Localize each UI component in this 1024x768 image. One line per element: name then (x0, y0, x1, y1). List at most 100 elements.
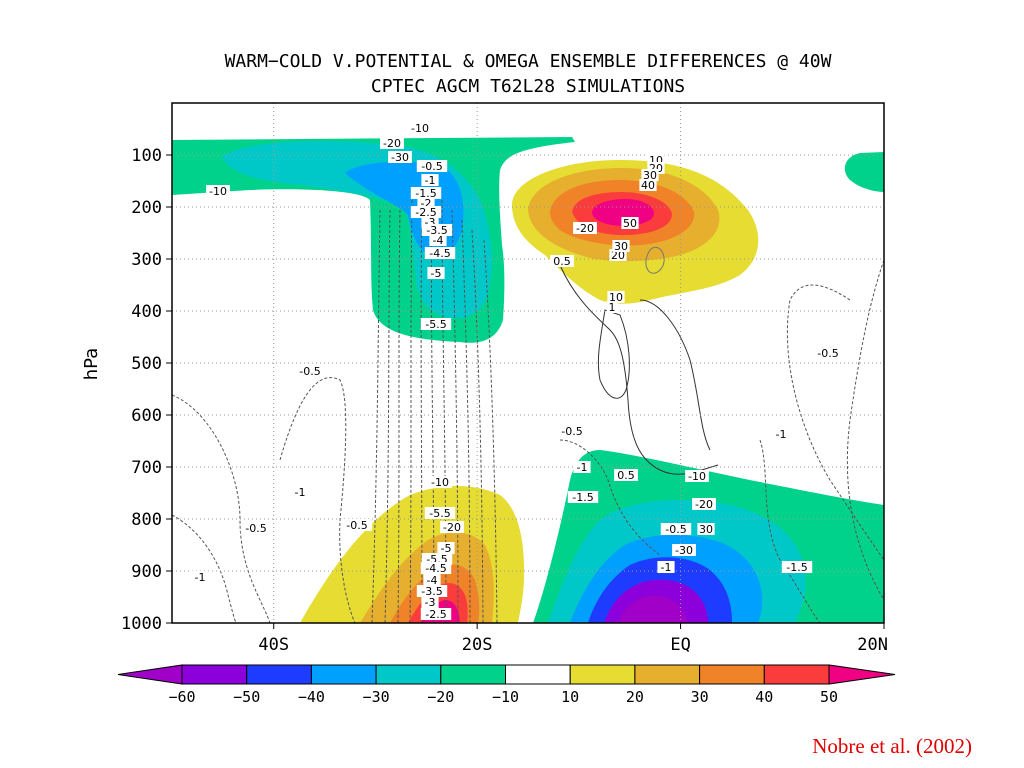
contour-label: 20 (611, 249, 625, 262)
contour-label-bg (424, 247, 456, 259)
colorbar-label: 10 (561, 688, 579, 706)
x-tick-label: 20S (462, 635, 493, 655)
contour-labels: -10-20-30-0.5-1-1.5-2-2.5-3-3.5-4-4.5-5-… (191, 122, 844, 621)
y-axis: 100 200 300 400 500 600 700 800 900 1000 (121, 146, 172, 634)
colorbar-segment (375, 664, 442, 685)
contour-label-bg (416, 585, 448, 597)
contour-label: -4 (427, 574, 438, 587)
x-tick-label: EQ (670, 635, 690, 655)
contour-label-bg (421, 174, 439, 186)
omega-contour (397, 209, 401, 623)
contour-label-bg (697, 523, 715, 535)
contour-label: -3 (425, 216, 436, 229)
y-tick-label: 800 (131, 510, 162, 530)
contour-label-bg (672, 544, 696, 556)
contour-label-bg (420, 608, 452, 620)
omega-contour (471, 229, 484, 623)
omega-contour (559, 264, 719, 475)
contour-label: -5 (441, 542, 452, 555)
colorbar-segment (440, 664, 506, 685)
omega-contour (597, 309, 630, 399)
contour-label: -10 (411, 122, 429, 135)
shade-lower-right-60 (618, 595, 687, 623)
y-tick-label: 600 (131, 406, 162, 426)
colorbar: −60 −50 −40 −30 −20 −10 10 20 30 40 50 (117, 664, 896, 706)
contour-label: -10 (688, 470, 706, 483)
citation: Nobre et al. (2002) (812, 734, 972, 758)
omega-solid-contours (559, 264, 719, 475)
contour-label-bg (639, 179, 657, 191)
contour-label: 50 (623, 217, 637, 230)
contour-label-bg (294, 365, 326, 377)
colorbar-arrow-high (828, 664, 896, 685)
contour-label: -3.5 (426, 224, 447, 237)
contour-label: -10 (209, 185, 227, 198)
shade-upper-right-10 (844, 152, 884, 192)
contour-label: 30 (643, 169, 657, 182)
contour-label: -5.5 (429, 507, 450, 520)
contour-label: 0.5 (617, 469, 635, 482)
contour-label: -30 (675, 544, 693, 557)
colorbar-segment (763, 664, 830, 685)
y-tick-label: 1000 (121, 614, 162, 634)
colorbar-label: 30 (691, 688, 709, 706)
contour-label: -0.5 (817, 347, 838, 360)
omega-contour (172, 394, 271, 623)
contour-label-bg (427, 267, 445, 279)
contour-label: -1 (776, 428, 787, 441)
colorbar-segment (310, 664, 377, 685)
contour-label-bg (206, 185, 230, 197)
contour-label-bg (692, 498, 716, 510)
contour-label-bg (573, 222, 597, 234)
colorbar-label: 50 (820, 688, 838, 706)
contour-label-bg (380, 137, 404, 149)
omega-contour (559, 439, 661, 556)
colorbar-segment (569, 664, 636, 685)
contour-label: -0.5 (421, 160, 442, 173)
contour-label-bg (341, 519, 373, 531)
contour-label: -1.5 (572, 491, 593, 504)
contour-label: -5 (431, 267, 442, 280)
y-tick-label: 700 (131, 458, 162, 478)
contour-label: -0.5 (561, 425, 582, 438)
contour-label: -20 (383, 137, 401, 150)
vp-gray-contours (645, 247, 665, 274)
contour-label-bg (421, 224, 453, 236)
contour-label: -30 (391, 151, 409, 164)
contour-label-bg (660, 523, 692, 535)
contour-label: -0.5 (346, 519, 367, 532)
colorbar-label: −50 (233, 688, 260, 706)
colorbar-segment (699, 664, 765, 685)
colorbar-segment (246, 664, 312, 685)
y-tick-label: 200 (131, 198, 162, 218)
contour-label: -4 (433, 234, 444, 247)
contour-label: 30 (614, 240, 628, 253)
contour-label-bg (428, 476, 452, 488)
contour-label-bg (388, 151, 412, 163)
contour-label-bg (423, 574, 441, 586)
contour-label-bg (621, 217, 639, 229)
contour-label-bg (812, 347, 844, 359)
contour-label: -10 (431, 476, 449, 489)
colorbar-label: −40 (298, 688, 325, 706)
contour-label-bg (410, 187, 442, 199)
omega-contour (409, 199, 413, 623)
colorbar-segment (634, 664, 701, 685)
contour-label: -1.5 (786, 561, 807, 574)
omega-contour (639, 299, 711, 451)
x-tick-label: 20N (857, 635, 888, 655)
contour-label-bg (437, 542, 455, 554)
colorbar-label: −20 (427, 688, 454, 706)
contour-label-bg (606, 301, 618, 313)
plot-area: 100 200 300 400 500 600 700 800 900 1000 40S 20S EQ… (81, 102, 888, 655)
omega-contour (451, 209, 459, 623)
colorbar-segment (181, 664, 248, 685)
contour-label: 10 (609, 291, 623, 304)
contour-label-bg (440, 521, 464, 533)
contour-label: -0.5 (245, 522, 266, 535)
contour-label: -20 (695, 498, 713, 511)
colorbar-segment (505, 664, 571, 685)
contour-label-bg (424, 507, 456, 519)
contour-label: -5.5 (425, 318, 446, 331)
contour-label-bg (573, 461, 591, 473)
